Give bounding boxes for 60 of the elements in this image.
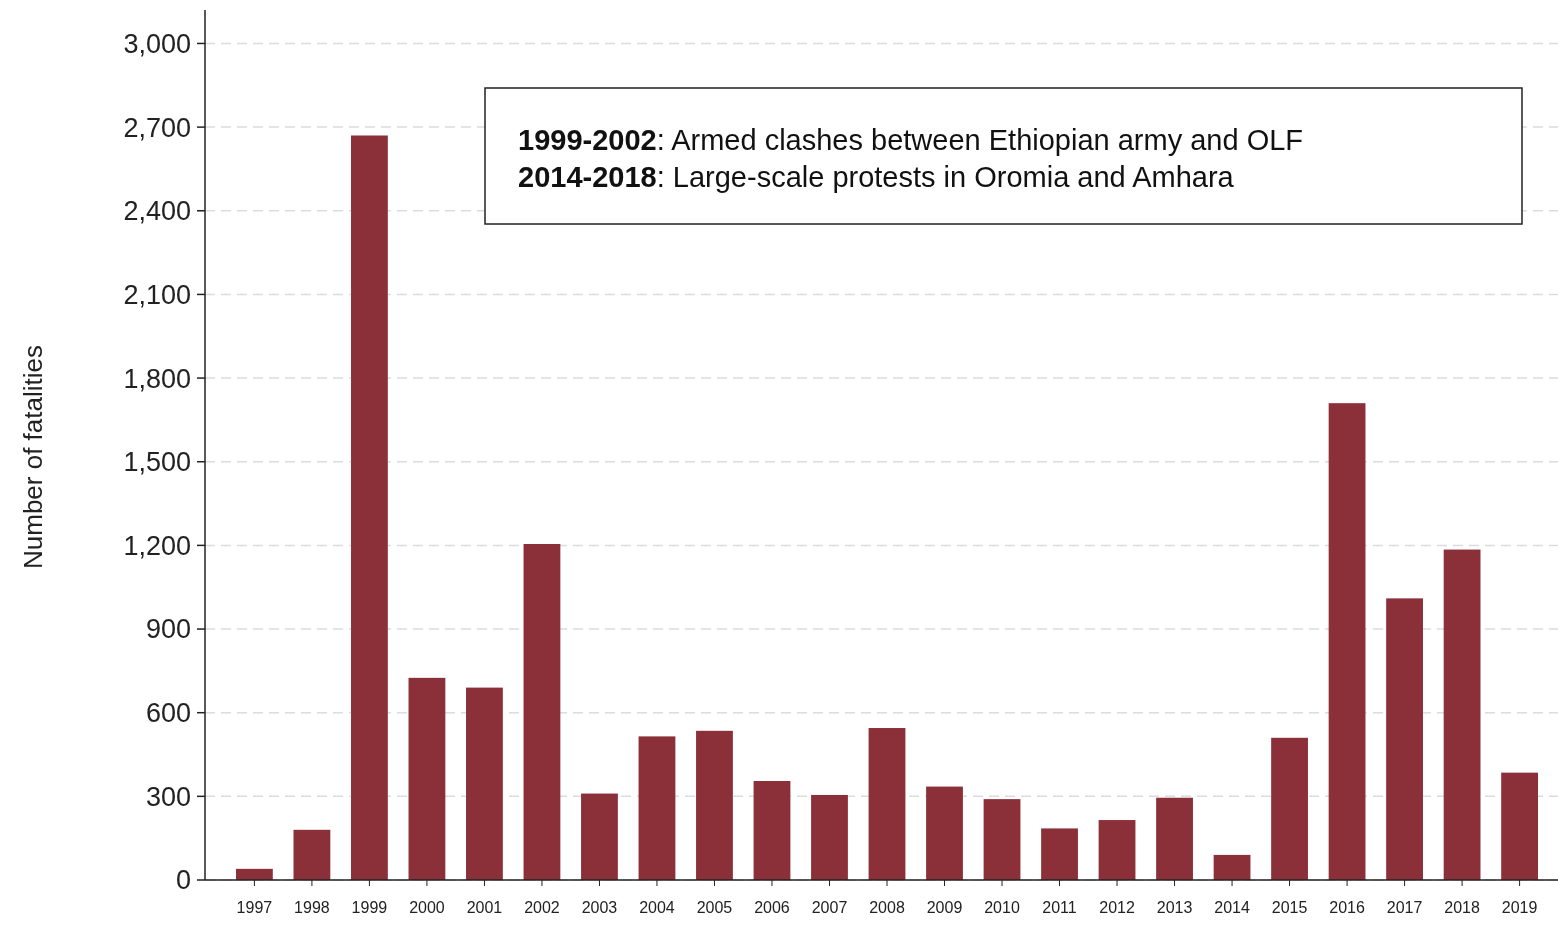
bar <box>466 687 503 880</box>
x-tick-label: 2006 <box>754 899 790 916</box>
annotation: 1999-2002: Armed clashes between Ethiopian army and OLF <box>518 124 1304 156</box>
bar <box>1271 737 1308 880</box>
x-tick-label: 2009 <box>926 899 963 916</box>
bar <box>236 868 273 880</box>
x-tick-label: 2016 <box>1329 899 1365 916</box>
bar <box>1213 854 1251 880</box>
annotation: 2014-2018: Large-scale protests in Oromia and Amhara <box>518 161 1235 193</box>
x-tick-label: 2012 <box>1099 899 1135 916</box>
bar <box>926 786 963 880</box>
x-tick-label: 2005 <box>696 899 733 916</box>
x-tick-label: 2003 <box>581 899 618 916</box>
bar <box>1156 797 1193 880</box>
y-tick-label: 2,700 <box>123 112 191 143</box>
x-tick-label: 2001 <box>466 899 503 916</box>
bar <box>696 730 733 880</box>
bar <box>1041 828 1078 880</box>
bar <box>983 799 1021 880</box>
x-tick-label: 1999 <box>351 899 388 916</box>
y-tick-label: 900 <box>145 614 191 645</box>
y-tick-label: 0 <box>175 865 191 896</box>
x-tick-label: 1998 <box>294 899 330 916</box>
bar <box>638 736 676 880</box>
x-tick-label: 2013 <box>1156 899 1193 916</box>
bar <box>581 793 618 880</box>
bar <box>293 829 331 880</box>
bar <box>351 135 388 880</box>
x-tick-label: 2010 <box>984 899 1020 916</box>
y-tick-label: 1,200 <box>123 530 191 561</box>
bar <box>868 728 906 880</box>
x-tick-label: 2015 <box>1271 899 1308 916</box>
y-tick-label: 300 <box>145 781 191 812</box>
bar <box>1098 820 1136 880</box>
bar <box>1386 598 1423 880</box>
bar <box>1443 549 1481 880</box>
x-tick-label: 2000 <box>409 899 445 916</box>
y-tick-label: 1,500 <box>123 447 191 478</box>
x-tick-label: 2007 <box>811 899 848 916</box>
y-axis-title: Number of fatalities <box>18 345 48 569</box>
y-tick-label: 2,100 <box>123 279 191 310</box>
bar <box>408 677 446 880</box>
x-tick-label: 1997 <box>236 899 273 916</box>
x-tick-label: 2004 <box>639 899 675 916</box>
x-tick-label: 2017 <box>1386 899 1423 916</box>
y-tick-label: 2,400 <box>123 196 191 227</box>
bar <box>811 794 848 880</box>
x-tick-label: 2018 <box>1444 899 1480 916</box>
x-tick-label: 2014 <box>1214 899 1250 916</box>
x-tick-label: 2002 <box>524 899 560 916</box>
bar <box>523 543 561 880</box>
x-tick-label: 2008 <box>869 899 905 916</box>
y-tick-label: 600 <box>145 698 191 729</box>
bar <box>1501 772 1538 880</box>
bar <box>1328 403 1366 880</box>
y-tick-label: 1,800 <box>123 363 191 394</box>
y-tick-label: 3,000 <box>123 28 191 59</box>
bar <box>753 781 791 880</box>
x-tick-label: 2019 <box>1501 899 1538 916</box>
x-tick-label: 2011 <box>1042 899 1077 916</box>
